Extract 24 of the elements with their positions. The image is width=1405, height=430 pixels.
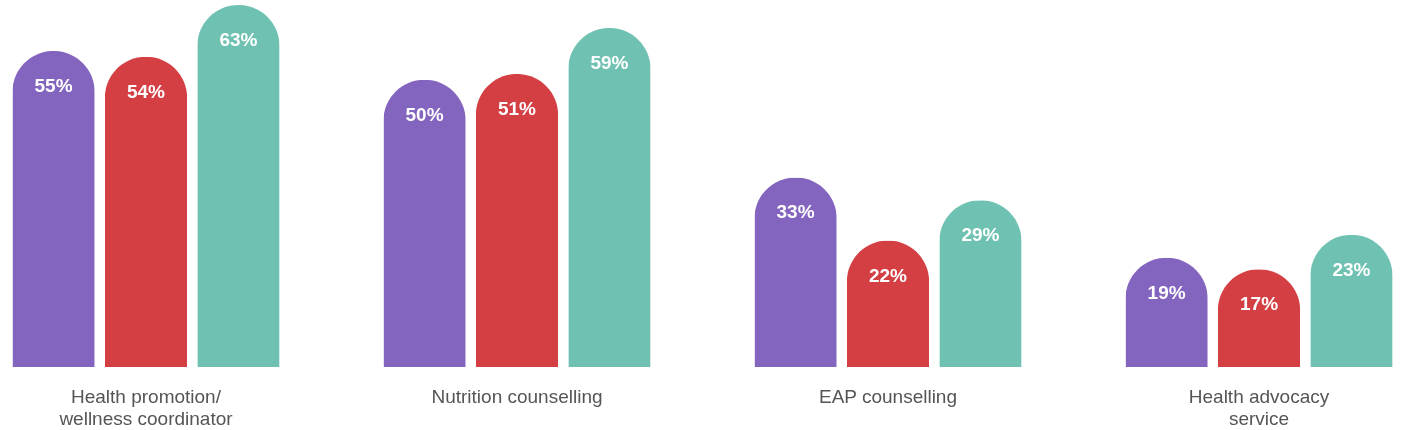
data-label: 33% [776, 201, 815, 223]
data-label: 19% [1147, 281, 1186, 303]
x-tick-label: Health advocacy service [1188, 385, 1330, 429]
bar [568, 27, 651, 367]
bar [12, 50, 95, 367]
x-tick-label: EAP counselling [818, 385, 958, 407]
data-label: 54% [126, 80, 166, 102]
data-label: 29% [961, 224, 1000, 246]
data-label: 59% [590, 51, 629, 73]
data-label: 23% [1332, 258, 1371, 280]
data-label: 51% [497, 97, 537, 119]
x-tick-label: Nutrition counselling [431, 385, 603, 407]
bar [475, 73, 559, 367]
bar [939, 200, 1022, 367]
bar [104, 56, 188, 367]
data-label: 63% [219, 29, 258, 50]
data-label: 22% [868, 264, 908, 286]
bar [197, 5, 280, 367]
data-label: 17% [1240, 293, 1279, 315]
bar [383, 79, 466, 367]
data-label: 55% [34, 74, 73, 96]
x-tick-label: Health promotion/ wellness coordinator [58, 385, 234, 429]
data-label: 50% [405, 103, 444, 125]
bar [754, 177, 837, 367]
